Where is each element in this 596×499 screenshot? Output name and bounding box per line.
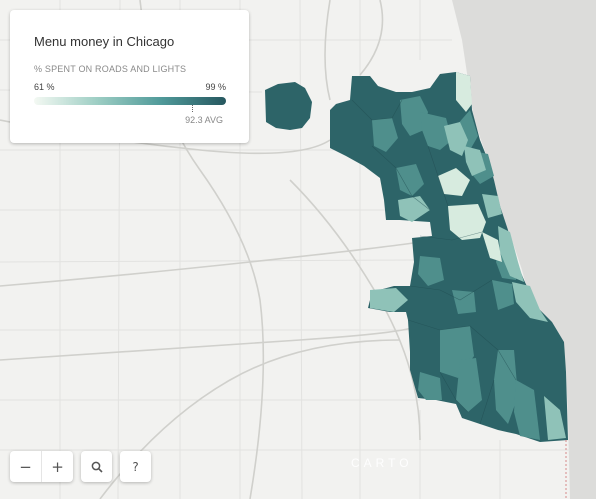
zoom-out-button[interactable]: −: [19, 457, 32, 476]
ward-mid-10: [494, 350, 518, 424]
zoom-in-button[interactable]: +: [41, 451, 73, 482]
ward-light-6: [482, 194, 502, 218]
search-control: [81, 451, 112, 482]
ward-ohare: [265, 82, 312, 130]
carto-attribution[interactable]: CARTO: [351, 456, 413, 470]
ward-mid-2: [420, 112, 452, 150]
ward-light-4: [498, 226, 524, 282]
ward-lightest-3: [448, 204, 486, 240]
search-button[interactable]: [81, 451, 112, 482]
search-icon: [91, 461, 103, 473]
city-main: [330, 72, 568, 442]
ward-mid-9: [456, 358, 482, 412]
ward-mid-11: [514, 380, 540, 440]
ward-light-5: [512, 282, 548, 322]
ward-mid-1: [400, 96, 428, 136]
legend-avg-label: 92.3 AVG: [185, 115, 223, 125]
legend-avg-tick: [192, 105, 194, 112]
ward-mid-15: [452, 290, 476, 314]
ward-light-8: [544, 396, 566, 440]
legend-title: Menu money in Chicago: [34, 34, 175, 49]
map-controls: − + ?: [10, 451, 151, 482]
legend-color-ramp: [34, 97, 226, 105]
help-button[interactable]: ?: [132, 459, 139, 474]
ward-light-1: [444, 122, 468, 156]
ward-mid-4: [372, 118, 398, 152]
legend-subtitle: % SPENT ON ROADS AND LIGHTS: [34, 64, 187, 74]
lake-michigan: [452, 0, 596, 499]
ward-light-7: [398, 196, 430, 222]
ward-mid-14: [492, 280, 514, 310]
ward-mid-5: [396, 164, 424, 196]
ward-mid-13: [418, 256, 444, 286]
ward-light-2: [464, 146, 486, 176]
ward-lightest-1: [456, 72, 472, 112]
map-legend: Menu money in Chicago % SPENT ON ROADS A…: [10, 10, 249, 143]
legend-max-label: 99 %: [205, 82, 226, 92]
help-control: ?: [120, 451, 151, 482]
zoom-control: − +: [10, 451, 73, 482]
ward-light-3: [370, 288, 408, 312]
ward-lightest-2: [438, 168, 470, 196]
ward-lightest-4: [482, 232, 502, 262]
legend-min-label: 61 %: [34, 82, 55, 92]
ward-mid-12: [418, 372, 442, 400]
